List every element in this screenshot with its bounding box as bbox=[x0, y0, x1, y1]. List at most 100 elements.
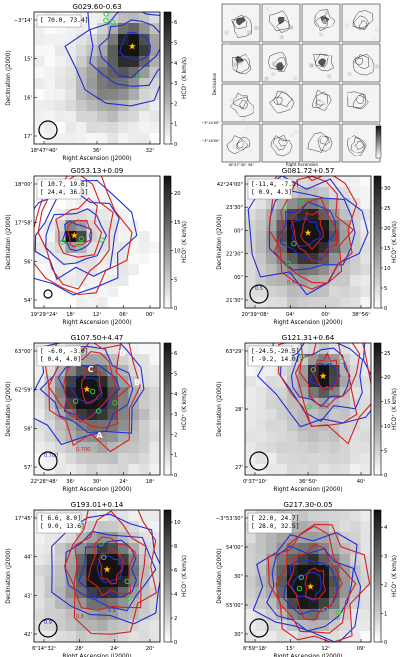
heatmap-cell bbox=[86, 464, 98, 475]
velocity-legend: [ 6.6, 8.0][ 9.0, 13.6] bbox=[36, 512, 85, 534]
heatmap-cell bbox=[128, 209, 140, 221]
heatmap-cell bbox=[34, 554, 45, 566]
heatmap-cell bbox=[339, 297, 351, 308]
heatmap-cell bbox=[329, 532, 340, 544]
heatmap-cell bbox=[34, 286, 45, 298]
heatmap-cell bbox=[360, 187, 371, 199]
heatmap-cell bbox=[118, 253, 129, 265]
source-marker bbox=[306, 404, 312, 410]
heatmap-cell bbox=[86, 420, 98, 432]
x-axis-label: Right Ascension (J2000) bbox=[273, 654, 342, 657]
heatmap-cell bbox=[44, 122, 56, 134]
heatmap-cell bbox=[55, 45, 66, 57]
inset-panel bbox=[301, 83, 341, 123]
heatmap-cell bbox=[65, 111, 77, 123]
inset-panel bbox=[221, 123, 261, 163]
heatmap-cell bbox=[107, 376, 119, 388]
heatmap-cell bbox=[287, 609, 298, 621]
inset-contour bbox=[269, 10, 290, 32]
heatmap-cell bbox=[255, 275, 267, 287]
colorbar-tick-label: 1 bbox=[174, 453, 177, 459]
heatmap-cell bbox=[329, 209, 340, 221]
heatmap-cell bbox=[55, 609, 66, 621]
heatmap-cell bbox=[308, 442, 319, 454]
heatmap-cell bbox=[287, 343, 298, 355]
source-marker bbox=[95, 408, 102, 414]
heatmap-cell bbox=[308, 176, 319, 188]
heatmap-cell bbox=[149, 510, 160, 522]
red-contour bbox=[304, 567, 327, 600]
colorbar-tick-label: 6 bbox=[174, 351, 177, 357]
heatmap-cell bbox=[360, 354, 371, 366]
heatmap-cell bbox=[65, 89, 77, 101]
inset-pixel bbox=[302, 153, 307, 158]
contour-label: 0.5 bbox=[108, 608, 116, 614]
heatmap-cell bbox=[297, 521, 309, 533]
heatmap-cell bbox=[118, 398, 129, 410]
heatmap-cell bbox=[118, 231, 129, 243]
heatmap-cell bbox=[255, 409, 267, 421]
heatmap-cell bbox=[245, 554, 256, 566]
inset-panel bbox=[261, 3, 301, 43]
heatmap-cell bbox=[86, 176, 98, 188]
heatmap-cell bbox=[65, 609, 77, 621]
heatmap-cell bbox=[97, 398, 108, 410]
heatmap-cell bbox=[360, 598, 371, 610]
heatmap-cell bbox=[55, 264, 66, 276]
heatmap-cell bbox=[308, 354, 319, 366]
colorbar-label: HCO⁺ (K km/s) bbox=[181, 57, 188, 99]
heatmap-cell bbox=[76, 122, 87, 134]
heatmap-cell bbox=[350, 631, 361, 642]
heatmap-cell bbox=[149, 242, 160, 254]
heatmap-cell bbox=[339, 286, 351, 298]
heatmap-cell bbox=[118, 45, 129, 57]
heatmap-cell bbox=[329, 187, 340, 199]
heatmap-cell bbox=[329, 365, 340, 377]
heatmap-cell bbox=[245, 198, 256, 210]
heatmap-cell bbox=[55, 220, 66, 232]
heatmap-cell bbox=[128, 286, 140, 298]
heatmap-cell bbox=[360, 532, 371, 544]
heatmap-cell bbox=[245, 543, 256, 555]
heatmap-cell bbox=[297, 565, 309, 577]
inset-pixel bbox=[270, 113, 275, 118]
heatmap-cell bbox=[139, 376, 150, 388]
heatmap-cell bbox=[86, 12, 98, 24]
colorbar-tick-label: 4 bbox=[174, 61, 178, 67]
heatmap-cell bbox=[255, 231, 267, 243]
inset-contour bbox=[352, 53, 375, 76]
inset-pixel bbox=[254, 25, 259, 30]
heatmap-cell bbox=[287, 286, 298, 298]
heatmap-cell bbox=[34, 111, 45, 123]
heatmap-cell bbox=[86, 453, 98, 465]
heatmap-cell bbox=[139, 409, 150, 421]
heatmap-cell bbox=[139, 23, 150, 35]
heatmap-cell bbox=[318, 275, 330, 287]
heatmap-cell bbox=[128, 431, 140, 443]
heatmap-cell bbox=[287, 464, 298, 475]
heatmap-cell bbox=[128, 23, 140, 35]
heatmap-cell bbox=[34, 387, 45, 399]
red-contour bbox=[55, 197, 103, 258]
heatmap-cell bbox=[55, 420, 66, 432]
heatmap-cell bbox=[44, 34, 56, 46]
heatmap-cell bbox=[55, 231, 66, 243]
heatmap-cell bbox=[118, 409, 129, 421]
heatmap-cell bbox=[318, 409, 330, 421]
heatmap-cell bbox=[86, 442, 98, 454]
source-marker bbox=[98, 540, 104, 547]
heatmap-cell bbox=[149, 122, 160, 134]
heatmap-cell bbox=[97, 34, 108, 46]
inset-pixel bbox=[324, 10, 329, 15]
chart-title: G193.01+0.14 bbox=[71, 500, 124, 509]
heatmap-cell bbox=[149, 365, 160, 377]
heatmap-cell bbox=[308, 464, 319, 475]
heatmap-cell bbox=[97, 100, 108, 112]
blue-contour bbox=[70, 374, 104, 404]
colorbar-label: HCO⁺ (K km/s) bbox=[391, 388, 398, 430]
inset-panel bbox=[341, 83, 381, 123]
heatmap-cell bbox=[287, 565, 298, 577]
heatmap-cell bbox=[360, 253, 371, 265]
heatmap-cell bbox=[308, 365, 319, 377]
heatmap-cell bbox=[297, 365, 309, 377]
